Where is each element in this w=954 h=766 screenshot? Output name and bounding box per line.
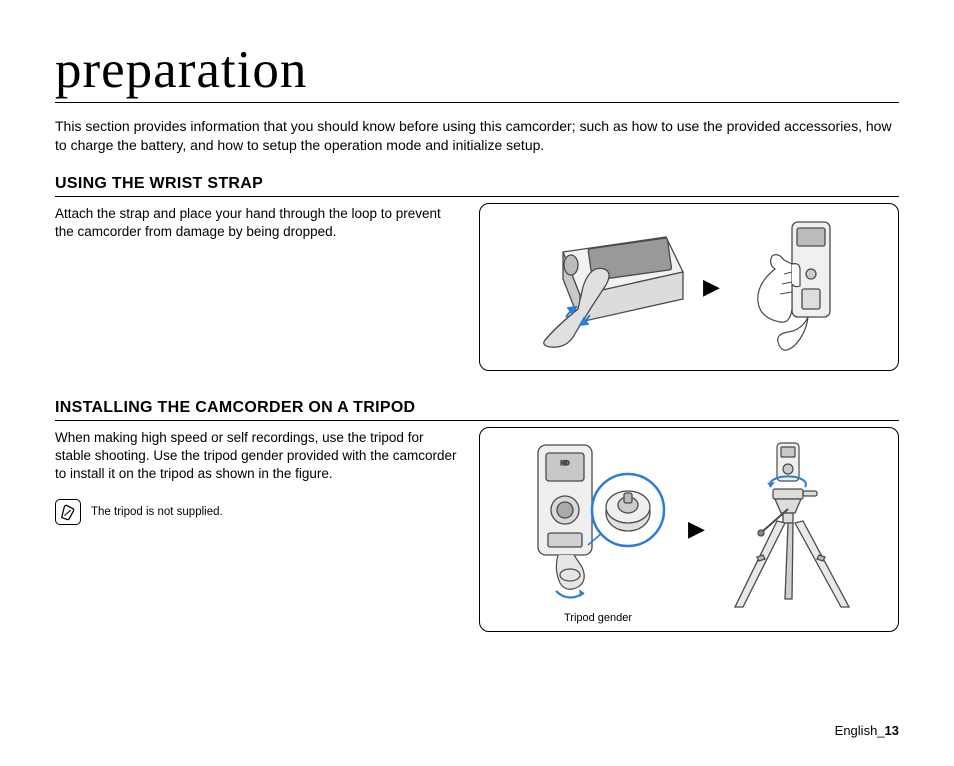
arrow-icon: ▶ xyxy=(688,516,705,542)
illustration-tripod-gender: HD xyxy=(518,435,678,624)
section-wrist-strap: USING THE WRIST STRAP Attach the strap a… xyxy=(55,175,899,371)
section-tripod: INSTALLING THE CAMCORDER ON A TRIPOD Whe… xyxy=(55,399,899,632)
figure-wrist-strap: ▶ xyxy=(479,203,899,371)
section-body: When making high speed or self recording… xyxy=(55,427,899,632)
page-footer: English_13 xyxy=(835,723,899,738)
section-heading-tripod: INSTALLING THE CAMCORDER ON A TRIPOD xyxy=(55,399,899,421)
intro-paragraph: This section provides information that y… xyxy=(55,117,899,155)
footer-lang: English xyxy=(835,723,878,738)
note-text: The tripod is not supplied. xyxy=(91,506,223,518)
svg-text:HD: HD xyxy=(561,461,570,467)
figure-caption-tripod-gender: Tripod gender xyxy=(564,612,632,624)
section-heading-wrist-strap: USING THE WRIST STRAP xyxy=(55,175,899,197)
footer-page-number: 13 xyxy=(885,723,899,738)
footer-sep: _ xyxy=(877,723,884,738)
page-title: preparation xyxy=(55,40,899,103)
note-icon xyxy=(55,499,81,525)
illustration-strap-hand xyxy=(730,214,860,359)
note-row: The tripod is not supplied. xyxy=(55,499,463,525)
section-body: Attach the strap and place your hand thr… xyxy=(55,203,899,371)
figure-tripod: HD xyxy=(479,427,899,632)
illustration-strap-attach xyxy=(518,217,693,357)
section-text-tripod: When making high speed or self recording… xyxy=(55,427,463,484)
arrow-icon: ▶ xyxy=(703,274,720,300)
section-text-wrist-strap: Attach the strap and place your hand thr… xyxy=(55,203,463,371)
illustration-tripod-mounted xyxy=(715,439,860,619)
